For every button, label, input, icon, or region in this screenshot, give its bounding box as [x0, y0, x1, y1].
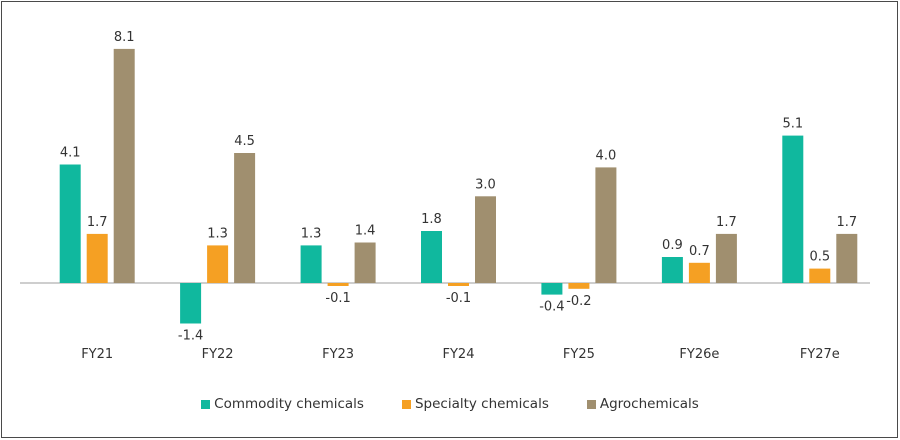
bar-agrochemicals-fy27e	[836, 233, 858, 283]
data-label: 5.1	[782, 117, 803, 132]
bar-commodity-chemicals-fy25	[541, 283, 563, 295]
data-label: 1.3	[207, 226, 228, 241]
legend-swatch-agro	[586, 399, 596, 409]
legend-label-specialty: Specialty chemicals	[414, 396, 549, 412]
bar-commodity-chemicals-fy24	[421, 231, 442, 283]
category-label-fy26e: FY26e	[679, 347, 719, 362]
legend-label-commodity: Commodity chemicals	[214, 396, 364, 412]
legend: Commodity chemicals Specialty chemicals …	[0, 396, 900, 412]
data-label: -1.4	[178, 329, 203, 344]
data-label: -0.4	[539, 300, 564, 315]
data-label: 1.7	[836, 215, 857, 230]
data-label: 0.7	[689, 244, 710, 259]
bar-specialty-chemicals-fy27e	[809, 268, 831, 283]
category-label-fy27e: FY27e	[800, 347, 840, 362]
legend-item-commodity: Commodity chemicals	[201, 396, 364, 412]
bar-specialty-chemicals-fy26e	[688, 262, 710, 283]
data-label: 0.9	[662, 238, 683, 253]
bar-specialty-chemicals-fy22	[207, 245, 229, 283]
data-label: 0.5	[809, 250, 830, 265]
legend-swatch-specialty	[401, 399, 411, 409]
bar-specialty-chemicals-fy24	[448, 283, 469, 286]
data-label: -0.2	[566, 294, 591, 309]
bar-agrochemicals-fy24	[475, 196, 496, 283]
bar-agrochemicals-fy25	[595, 167, 617, 283]
bar-agrochemicals-fy23	[354, 242, 376, 283]
category-label-fy21: FY21	[81, 347, 113, 362]
data-label: 1.4	[355, 224, 376, 239]
data-label: 4.5	[234, 134, 255, 149]
data-label: -0.1	[446, 291, 471, 306]
bar-specialty-chemicals-fy25	[568, 283, 590, 289]
bar-specialty-chemicals-fy21	[86, 233, 108, 283]
bar-agrochemicals-fy22	[234, 153, 256, 283]
bar-commodity-chemicals-fy22	[180, 283, 202, 324]
legend-item-specialty: Specialty chemicals	[401, 396, 549, 412]
data-label: 4.1	[60, 146, 81, 161]
data-label: 3.0	[475, 177, 496, 192]
bar-specialty-chemicals-fy23	[327, 283, 349, 286]
data-label: 1.8	[421, 212, 442, 227]
bar-commodity-chemicals-fy23	[300, 245, 322, 283]
bar-agrochemicals-fy21	[113, 48, 135, 284]
data-label: 4.0	[596, 148, 617, 163]
legend-label-agro: Agrochemicals	[599, 396, 699, 412]
data-label: 1.7	[716, 215, 737, 230]
category-label-fy24: FY24	[443, 347, 475, 362]
category-label-fy22: FY22	[202, 347, 234, 362]
bar-agrochemicals-fy26e	[715, 233, 737, 283]
data-label: 1.7	[87, 215, 108, 230]
category-label-fy23: FY23	[322, 347, 354, 362]
data-label: -0.1	[325, 291, 350, 306]
bar-commodity-chemicals-fy21	[59, 164, 81, 283]
data-label: 1.3	[301, 226, 322, 241]
legend-swatch-commodity	[201, 399, 211, 409]
legend-item-agro: Agrochemicals	[586, 396, 699, 412]
bar-commodity-chemicals-fy26e	[661, 257, 683, 283]
category-label-fy25: FY25	[563, 347, 595, 362]
data-label: 8.1	[114, 30, 135, 45]
bar-commodity-chemicals-fy27e	[782, 135, 804, 283]
